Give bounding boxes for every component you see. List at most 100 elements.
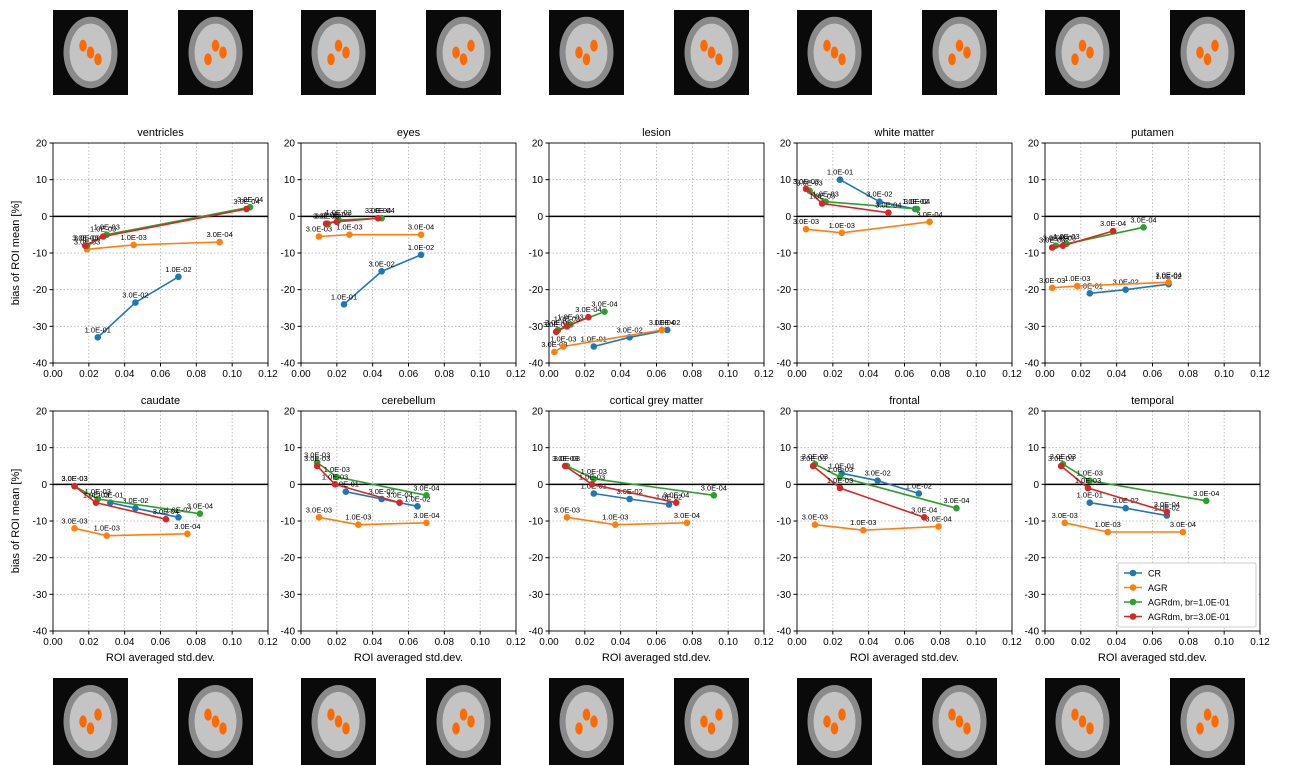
y-tick-label: -20 <box>1025 553 1040 564</box>
series-line <box>806 222 930 233</box>
figure: 0.00 0.02 0.04 0.06 0.08 0.10 0.12 -40 -30 -20 -10… <box>0 0 1308 765</box>
y-tick-label: -20 <box>529 553 544 564</box>
subplot-title: temporal <box>1131 395 1174 407</box>
brain-image-tissue <box>443 692 485 751</box>
data-point <box>564 323 571 330</box>
brain-image-roi <box>1086 722 1094 734</box>
x-axis-label: ROI averaged std.dev. <box>850 652 959 664</box>
brain-image-roi <box>460 708 468 720</box>
brain-image-roi <box>823 715 831 727</box>
x-tick-label: 0.12 <box>1002 637 1022 648</box>
x-tick-label: 0.12 <box>1002 369 1022 380</box>
legend-marker <box>1130 584 1137 591</box>
x-tick-label: 0.08 <box>435 637 455 648</box>
x-tick-label: 0.06 <box>1143 637 1163 648</box>
data-point <box>1049 285 1056 292</box>
series-line <box>1065 523 1183 532</box>
data-point <box>71 525 78 532</box>
y-tick-label: -20 <box>529 285 544 296</box>
data-point <box>589 481 596 488</box>
y-tick-label: 20 <box>36 407 48 418</box>
point-label: 1.0E-03 <box>809 192 835 201</box>
y-tick-label: 10 <box>532 443 544 454</box>
y-tick-label: 10 <box>36 175 48 186</box>
legend-label: AGR <box>1148 583 1168 593</box>
x-tick-label: 0.02 <box>823 637 843 648</box>
brain-image-roi <box>1079 715 1087 727</box>
point-label: 1.0E-03 <box>550 335 576 344</box>
y-tick-label: -10 <box>281 249 296 260</box>
point-label: 3.0E-04 <box>925 515 951 524</box>
x-tick-label: 0.12 <box>1250 369 1270 380</box>
data-point <box>1058 463 1065 470</box>
brain-image-roi <box>831 47 839 59</box>
data-point <box>1085 485 1092 492</box>
y-tick-label: -40 <box>281 359 296 370</box>
subplot-title: putamen <box>1131 127 1174 139</box>
point-label: 1.0E-02 <box>408 243 434 252</box>
data-point <box>1203 498 1210 505</box>
x-tick-label: 0.00 <box>43 369 63 380</box>
data-point <box>659 327 666 334</box>
point-label: 1.0E-03 <box>579 472 605 481</box>
data-point <box>132 299 139 306</box>
brain-image-roi <box>1071 53 1079 65</box>
point-label: 3.0E-04 <box>153 507 179 516</box>
brain-image-tissue <box>814 692 856 751</box>
point-label: 3.0E-04 <box>233 197 259 206</box>
x-tick-label: 0.06 <box>1143 369 1163 380</box>
data-point <box>130 242 137 249</box>
subplot: 0.000.020.040.060.080.100.12-40-30-20-10… <box>777 127 1023 380</box>
data-point <box>837 485 844 492</box>
y-tick-label: -40 <box>33 359 48 370</box>
point-label: 3.0E-04 <box>206 230 232 239</box>
data-point <box>926 219 933 226</box>
x-tick-label: 0.08 <box>931 637 951 648</box>
y-tick-label: -30 <box>529 590 544 601</box>
data-point <box>163 516 170 523</box>
y-tick-label: 20 <box>532 407 544 418</box>
data-point <box>1049 244 1056 251</box>
data-point <box>1074 283 1081 290</box>
point-label: 1.0E-03 <box>120 233 146 242</box>
y-tick-label: -10 <box>1025 249 1040 260</box>
brain-image-roi <box>715 708 723 720</box>
point-label: 3.0E-03 <box>802 513 828 522</box>
brain-image-tissue <box>195 24 237 82</box>
point-label: 3.0E-04 <box>674 511 700 520</box>
data-point <box>197 510 204 517</box>
x-tick-label: 0.04 <box>611 369 631 380</box>
brain-image-roi <box>219 722 227 734</box>
y-tick-label: -40 <box>529 359 544 370</box>
y-tick-label: -10 <box>777 517 792 528</box>
x-tick-label: 0.00 <box>787 637 807 648</box>
data-point <box>838 230 845 237</box>
x-tick-label: 0.12 <box>258 637 278 648</box>
data-point <box>316 233 323 240</box>
x-tick-label: 0.06 <box>151 637 171 648</box>
point-label: 3.0E-04 <box>1193 489 1219 498</box>
data-point <box>175 274 182 281</box>
y-axis-label: bias of ROI mean [%] <box>10 201 22 306</box>
x-tick-label: 0.06 <box>895 369 915 380</box>
x-tick-label: 0.12 <box>1250 637 1270 648</box>
page: {"chart_data": [ {"type": "line", "title… <box>0 0 1308 765</box>
point-label: 1.0E-03 <box>850 518 876 527</box>
series-line <box>75 528 188 535</box>
x-tick-label: 0.06 <box>647 369 667 380</box>
data-point <box>914 206 921 213</box>
x-tick-label: 0.10 <box>470 369 490 380</box>
y-tick-label: -20 <box>33 285 48 296</box>
data-point <box>323 220 330 227</box>
point-label: 3.0E-03 <box>1048 454 1074 463</box>
brain-image-roi <box>452 722 460 734</box>
subplot-title: eyes <box>397 127 421 139</box>
y-tick-label: 0 <box>289 212 295 223</box>
data-point <box>935 523 942 530</box>
legend-marker <box>1130 599 1137 606</box>
point-label: 3.0E-04 <box>1154 500 1180 509</box>
data-point <box>355 521 362 528</box>
subplot: 0.000.020.040.060.080.100.12-40-30-20-10… <box>10 395 278 664</box>
